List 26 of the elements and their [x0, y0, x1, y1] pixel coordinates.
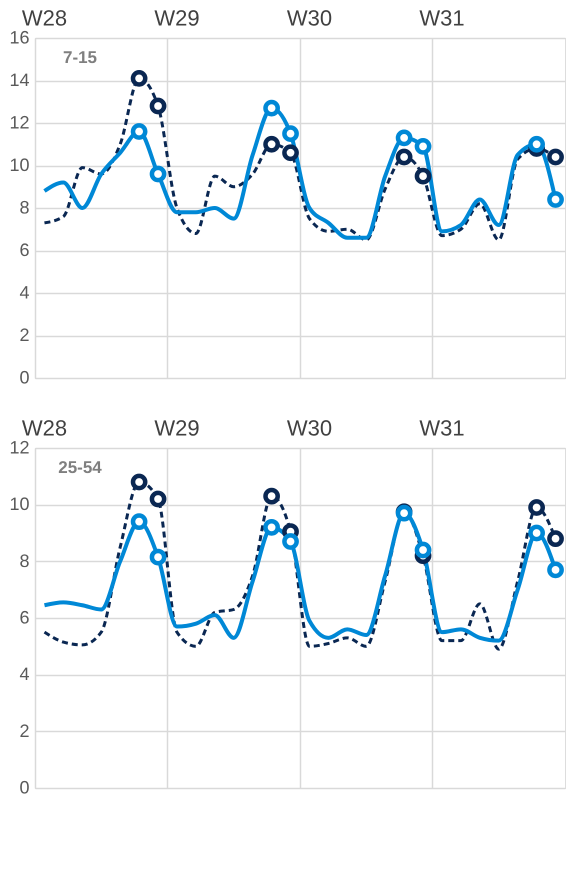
annotation: 7-15 — [62, 48, 98, 67]
y-tick-label: 6 — [19, 608, 30, 628]
y-tick-label: 4 — [19, 282, 30, 302]
y-tick-label: 12 — [9, 438, 30, 458]
y-tick-label: 0 — [19, 778, 30, 798]
y-tick-label: 12 — [9, 112, 30, 132]
y-tick-label: 10 — [9, 494, 30, 514]
x-tick-label: W29 — [154, 416, 200, 440]
y-tick-label: 16 — [9, 28, 30, 48]
annotation: 25-54 — [58, 458, 102, 477]
x-tick-label: W30 — [286, 416, 332, 440]
y-tick-label: 2 — [19, 720, 30, 741]
y-tick-label: 14 — [9, 70, 30, 90]
x-tick-label: W31 — [419, 416, 465, 440]
y-tick-label: 2 — [19, 325, 30, 345]
y-tick-label: 0 — [19, 368, 30, 388]
y-tick-label: 6 — [19, 240, 30, 260]
y-tick-label: 4 — [19, 664, 30, 684]
x-tick-label: W30 — [286, 6, 332, 30]
y-tick-label: 8 — [19, 198, 30, 218]
x-tick-label: W29 — [154, 6, 200, 30]
x-tick-label: W28 — [22, 416, 68, 440]
x-tick-label: W28 — [22, 6, 68, 30]
y-tick-label: 8 — [19, 550, 30, 571]
y-tick-label: 10 — [9, 155, 30, 175]
x-tick-label: W31 — [419, 6, 465, 30]
